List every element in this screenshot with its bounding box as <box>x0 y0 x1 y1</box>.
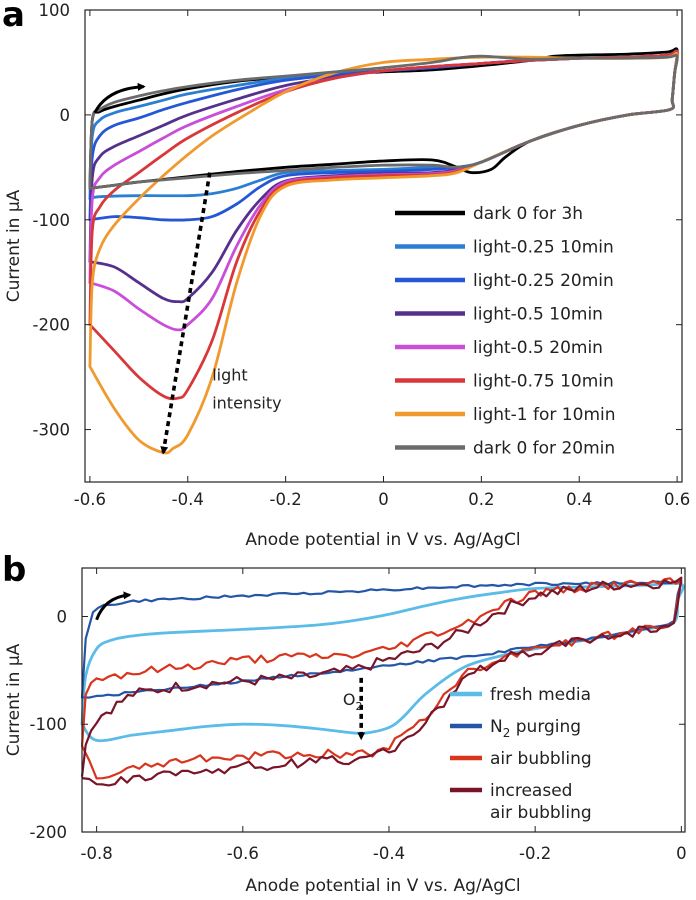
x-tick-label: 0 <box>378 490 389 509</box>
panel-b-ticks: -0.8 -0.6 -0.4 -0.2 0 0 -100 -200 <box>30 568 687 863</box>
x-tick-label: -0.6 <box>227 844 259 863</box>
legend-label: air bubbling <box>490 749 592 769</box>
y-tick-label: 0 <box>60 106 71 125</box>
panel-b-xlabel: Anode potential in V vs. Ag/AgCl <box>245 876 520 896</box>
series-line-8 <box>88 53 679 190</box>
y-tick-label: -200 <box>33 316 70 335</box>
panel-b-ylabel: Current in μA <box>4 643 24 756</box>
panel-a-ticks: -0.6 -0.4 -0.2 0 0.2 0.4 0.6 100 0 -100 -200 -300 <box>33 1 691 509</box>
x-tick-label: -0.4 <box>172 490 204 509</box>
legend-label: increased <box>490 781 572 801</box>
legend-label: dark 0 for 3h <box>473 204 583 224</box>
y-tick-label: -100 <box>33 211 70 230</box>
legend-label: light-1 for 10min <box>473 405 616 425</box>
legend-label: light-0.5 10min <box>473 305 603 325</box>
annotation-text: light <box>212 365 247 384</box>
legend-label: dark 0 for 20min <box>473 439 615 459</box>
legend-label: light-0.5 20min <box>473 338 603 358</box>
panel-a-annotations: light intensity <box>93 82 282 455</box>
y-tick-label: 100 <box>39 1 71 20</box>
x-tick-label: -0.6 <box>74 490 106 509</box>
series-line-4 <box>80 576 683 787</box>
x-tick-label: -0.8 <box>81 844 113 863</box>
panel-a-series <box>88 47 679 455</box>
panel-letter-b: b <box>2 550 26 590</box>
x-tick-label: -0.2 <box>519 844 551 863</box>
legend-label: fresh media <box>490 685 591 705</box>
panel-b-series <box>80 576 685 787</box>
panel-a-xlabel: Anode potential in V vs. Ag/AgCl <box>245 530 520 550</box>
series-line-3 <box>80 577 683 780</box>
sweep-direction-arrow <box>93 82 146 114</box>
legend-label-line2: air bubbling <box>490 803 592 823</box>
annotation-text: O2 <box>343 690 363 713</box>
x-tick-label: 0.6 <box>664 490 690 509</box>
annotation-subscript: 2 <box>356 700 363 713</box>
series-line-1 <box>80 581 685 743</box>
chart-panel-b: b O2 -0.8 -0.6 -0.4 -0.2 0 0 -100 -200 fresh me… <box>2 550 687 896</box>
y-tick-label: -100 <box>30 715 67 734</box>
sweep-direction-arrow <box>95 591 132 621</box>
panel-a-legend: dark 0 for 3h light-0.25 10min light-0.25 … <box>395 204 616 459</box>
chart-panel-a: a light intensity -0.6 -0.4 -0.2 0 0.2 0.4 0.6 1… <box>2 0 690 550</box>
x-tick-label: 0 <box>676 844 687 863</box>
panel-letter-a: a <box>2 0 25 35</box>
y-tick-label: 0 <box>57 607 68 626</box>
x-tick-label: -0.2 <box>270 490 302 509</box>
panel-a-ylabel: Current in μA <box>4 189 24 302</box>
light-intensity-arrow <box>160 172 212 455</box>
legend-label: light-0.25 20min <box>473 271 614 291</box>
panel-b-frame <box>81 567 686 833</box>
panel-b-annotations: O2 <box>95 591 366 741</box>
x-tick-label: -0.4 <box>373 844 405 863</box>
x-tick-label: 0.2 <box>468 490 494 509</box>
y-tick-label: -200 <box>30 823 67 842</box>
legend-label-rest: purging <box>510 717 581 737</box>
annotation-text: intensity <box>212 394 281 413</box>
legend-label: light-0.75 10min <box>473 372 614 392</box>
x-tick-label: 0.4 <box>566 490 592 509</box>
legend-label: N2 purging <box>490 717 581 740</box>
y-tick-label: -300 <box>33 421 70 440</box>
legend-label: light-0.25 10min <box>473 238 614 258</box>
legend-subscript: 2 <box>503 726 511 740</box>
